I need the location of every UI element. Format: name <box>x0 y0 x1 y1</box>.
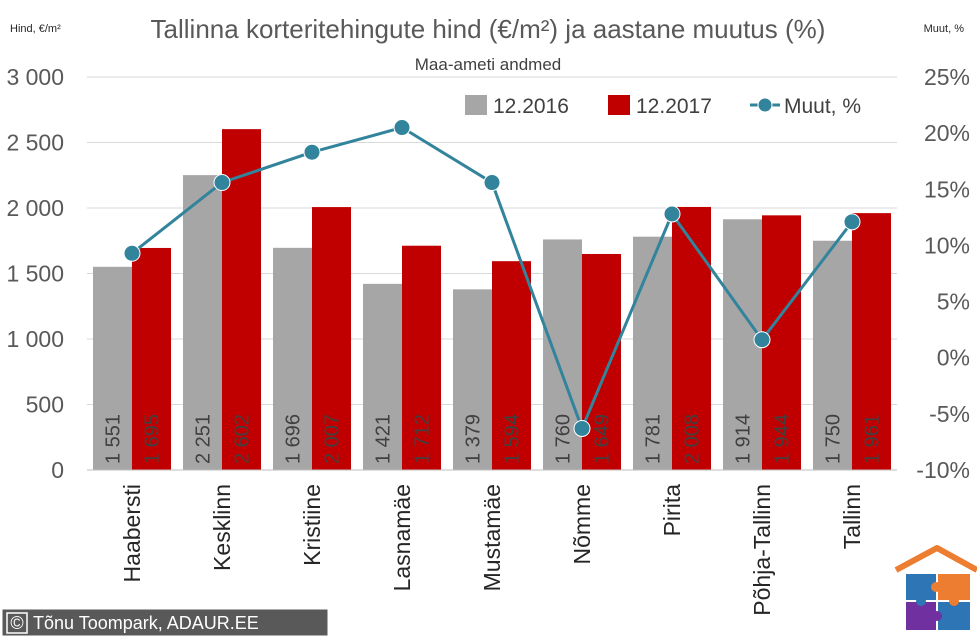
bar-12-2016-lasnamäe <box>363 283 402 470</box>
bar-12-2016-haabersti <box>93 266 132 470</box>
y-tick-label: 500 <box>26 392 64 418</box>
y-tick-label: 1 500 <box>6 261 64 287</box>
data-label-12-2016: 1 379 <box>463 414 485 464</box>
credit-box <box>1 608 329 637</box>
bar-12-2017-tallinn <box>852 213 891 470</box>
data-label-12-2017: 2 008 <box>682 414 704 464</box>
data-label-12-2016: 1 760 <box>553 414 575 464</box>
category-label: Lasnamäe <box>389 484 415 591</box>
legend-swatch-12-2017 <box>608 95 630 115</box>
data-label-12-2017: 1 649 <box>592 414 614 464</box>
change-point-mustamäe <box>483 174 501 192</box>
y-tick-label: 3 000 <box>6 64 64 90</box>
chart-subtitle: Maa-ameti andmed <box>415 55 561 74</box>
bar-12-2016-mustamäe <box>453 289 492 470</box>
y2-tick-label: 20% <box>924 120 970 146</box>
bar-12-2017-lasnamäe <box>402 245 441 470</box>
y2-tick-label: 10% <box>924 232 970 258</box>
change-point-pirita <box>663 205 681 223</box>
bar-12-2016-tallinn <box>813 240 852 470</box>
change-line <box>123 119 861 437</box>
data-label-12-2017: 2 602 <box>232 414 254 464</box>
category-label: Kristiine <box>299 484 325 566</box>
category-label: Haabersti <box>119 484 145 582</box>
copyright-box <box>6 612 28 634</box>
data-label-12-2017: 2 007 <box>322 414 344 464</box>
change-point-lasnamäe <box>393 119 411 137</box>
y-tick-label: 1 000 <box>6 326 64 352</box>
house-puzzle-logo-icon <box>894 545 977 630</box>
bar-12-2017-mustamäe <box>492 261 531 470</box>
legend-swatch-12-2016 <box>465 95 487 115</box>
data-label-12-2016: 1 750 <box>823 414 845 464</box>
legend-label-muut: Muut, % <box>784 95 861 118</box>
data-label-12-2017: 1 944 <box>772 414 794 464</box>
bar-12-2017-haabersti <box>132 247 171 470</box>
credit-text: Tõnu Toompark, ADAUR.EE <box>33 613 259 633</box>
y2-tick-label: 25% <box>924 64 970 90</box>
category-label: Kesklinn <box>209 484 235 571</box>
data-label-12-2016: 2 251 <box>193 414 215 464</box>
y2-axis-label: Muut, % <box>924 23 965 35</box>
bar-12-2016-pirita <box>633 236 672 470</box>
y-tick-label: 2 500 <box>6 130 64 156</box>
data-label-12-2016: 1 421 <box>373 414 395 464</box>
y2-tick-label: -10% <box>916 457 970 483</box>
chart-title: Tallinna korteritehingute hind (€/m²) ja… <box>151 14 826 44</box>
change-point-põhja-tallinn <box>753 331 771 349</box>
change-point-kristiine <box>303 143 321 161</box>
y2-tick-label: 15% <box>924 176 970 202</box>
bar-12-2017-pirita <box>672 206 711 470</box>
bar-12-2016-kristiine <box>273 247 312 470</box>
data-label-12-2016: 1 696 <box>283 414 305 464</box>
data-labels: 1 551 1 695 2 251 2 602 1 696 2 007 1 421 1 712… <box>103 414 884 464</box>
data-label-12-2017: 1 961 <box>862 414 884 464</box>
category-labels: Haabersti Kesklinn Kristiine Lasnamäe Mustam… <box>119 484 865 616</box>
bar-12-2017-kristiine <box>312 207 351 470</box>
y2-tick-label: 5% <box>937 289 970 315</box>
data-label-12-2016: 1 781 <box>643 414 665 464</box>
y2-tick-label: 0% <box>937 345 970 371</box>
change-point-nõmme <box>573 419 591 437</box>
bar-12-2017-nõmme <box>582 253 621 470</box>
legend: 12.2016 12.2017 Muut, % <box>465 95 861 118</box>
y-tick-label: 0 <box>51 457 64 483</box>
category-label: Põhja-Tallinn <box>749 484 775 616</box>
category-label: Pirita <box>659 484 685 537</box>
legend-label-12-2016: 12.2016 <box>493 95 569 118</box>
data-label-12-2017: 1 594 <box>502 414 524 464</box>
data-label-12-2017: 1 712 <box>412 414 434 464</box>
copyright-symbol: © <box>10 613 23 633</box>
data-label-12-2016: 1 914 <box>733 414 755 464</box>
y-tick-label: 2 000 <box>6 195 64 221</box>
legend-marker-muut <box>757 97 773 113</box>
category-label: Mustamäe <box>479 484 505 591</box>
change-point-tallinn <box>843 213 861 231</box>
y2-axis: -10% -5% 0% 5% 10% 15% 20% 25% <box>916 64 970 483</box>
change-point-kesklinn <box>213 174 231 192</box>
change-point-haabersti <box>123 244 141 262</box>
legend-label-12-2017: 12.2017 <box>636 95 712 118</box>
bar-12-2016-kesklinn <box>183 175 222 470</box>
y-axis-label: Hind, €/m² <box>10 23 61 35</box>
credit: © Tõnu Toompark, ADAUR.EE <box>1 608 329 637</box>
data-label-12-2017: 1 695 <box>142 414 164 464</box>
category-label: Tallinn <box>839 484 865 549</box>
y-axis: 0 500 1 000 1 500 2 000 2 500 3 000 <box>6 64 64 483</box>
data-label-12-2016: 1 551 <box>103 414 125 464</box>
y2-tick-label: -5% <box>929 401 970 427</box>
category-label: Nõmme <box>569 484 595 565</box>
